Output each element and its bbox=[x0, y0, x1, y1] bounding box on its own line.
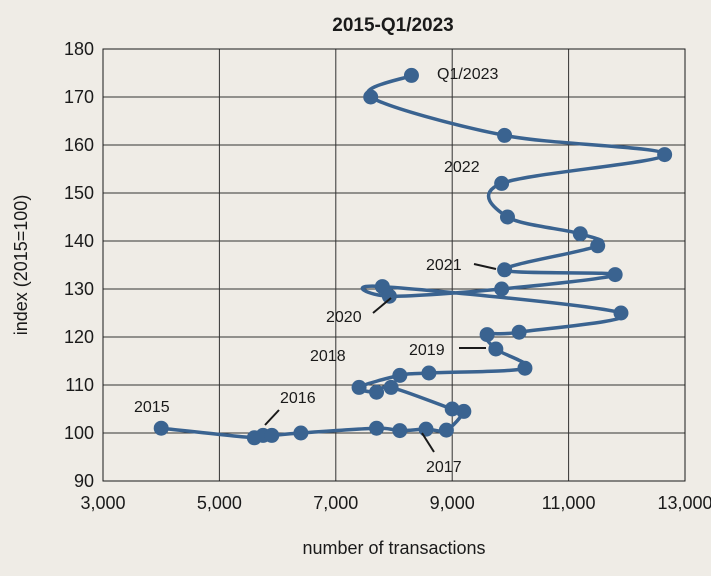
x-tick-label: 7,000 bbox=[313, 493, 358, 513]
data-point-25 bbox=[497, 262, 513, 278]
data-point-22 bbox=[381, 288, 397, 304]
y-axis-label: index (2015=100) bbox=[11, 195, 31, 336]
annotation-2021: 2021 bbox=[426, 257, 462, 274]
leader-2016 bbox=[264, 409, 280, 426]
y-axis-ticks: 90 100 110 120 130 140 150 160 170 180 bbox=[64, 39, 94, 491]
y-tick-label: 90 bbox=[74, 471, 94, 491]
data-point-32 bbox=[363, 89, 379, 105]
annotation-2022: 2022 bbox=[444, 159, 480, 176]
data-point-8 bbox=[438, 422, 454, 438]
chart-title: 2015-Q1/2023 bbox=[332, 15, 454, 36]
x-tick-label: 5,000 bbox=[197, 493, 242, 513]
data-point-14 bbox=[392, 367, 408, 383]
annotation-2017: 2017 bbox=[426, 459, 462, 476]
series-points bbox=[153, 67, 673, 446]
x-axis-ticks: 3,000 5,000 7,000 9,000 11,000 13,000 bbox=[80, 493, 711, 513]
data-point-3 bbox=[264, 427, 280, 443]
y-tick-label: 110 bbox=[65, 375, 94, 395]
data-point-20 bbox=[613, 305, 629, 321]
grid bbox=[102, 48, 686, 482]
data-point-19 bbox=[511, 324, 527, 340]
annotation-2020: 2020 bbox=[326, 309, 362, 326]
x-tick-label: 11,000 bbox=[542, 493, 596, 513]
leader-2020 bbox=[372, 297, 392, 314]
annotation-2016: 2016 bbox=[280, 390, 316, 407]
leader-2021 bbox=[473, 263, 497, 270]
plot-frame bbox=[102, 48, 686, 482]
data-point-26 bbox=[590, 238, 606, 254]
x-axis-label: number of transactions bbox=[302, 538, 485, 558]
data-point-30 bbox=[657, 147, 673, 163]
data-point-9 bbox=[456, 403, 472, 419]
data-point-6 bbox=[392, 423, 408, 439]
y-tick-label: 150 bbox=[64, 183, 94, 203]
data-point-23 bbox=[494, 281, 510, 297]
data-point-7 bbox=[418, 421, 434, 437]
data-point-24 bbox=[607, 267, 623, 283]
data-point-29 bbox=[494, 175, 510, 191]
data-point-0 bbox=[153, 420, 169, 436]
x-tick-label: 9,000 bbox=[430, 493, 475, 513]
data-point-15 bbox=[421, 365, 437, 381]
y-tick-label: 100 bbox=[64, 423, 94, 443]
y-tick-label: 160 bbox=[64, 135, 94, 155]
data-point-17 bbox=[488, 341, 504, 357]
data-point-33 bbox=[403, 67, 419, 83]
y-tick-label: 140 bbox=[64, 231, 94, 251]
annotation-q1-2023: Q1/2023 bbox=[437, 66, 498, 83]
leader-2017 bbox=[421, 432, 435, 453]
y-tick-label: 180 bbox=[64, 39, 94, 59]
data-point-10 bbox=[444, 401, 460, 417]
series-line bbox=[159, 73, 667, 440]
y-tick-label: 170 bbox=[64, 87, 94, 107]
data-point-27 bbox=[572, 226, 588, 242]
annotation-2019: 2019 bbox=[409, 342, 445, 359]
y-tick-label: 120 bbox=[64, 327, 94, 347]
data-point-18 bbox=[479, 327, 495, 343]
data-point-13 bbox=[351, 379, 367, 395]
data-point-5 bbox=[369, 420, 385, 436]
y-tick-label: 130 bbox=[64, 279, 94, 299]
data-point-31 bbox=[497, 127, 513, 143]
data-point-28 bbox=[499, 209, 515, 225]
data-point-4 bbox=[293, 425, 309, 441]
data-point-12 bbox=[369, 384, 385, 400]
data-point-11 bbox=[383, 379, 399, 395]
x-tick-label: 13,000 bbox=[657, 493, 711, 513]
annotation-2015: 2015 bbox=[134, 399, 170, 416]
annotations: 2015 2016 2017 2018 2019 2020 2021 2022 … bbox=[134, 66, 498, 476]
x-tick-label: 3,000 bbox=[80, 493, 125, 513]
data-point-16 bbox=[517, 360, 533, 376]
annotation-2018: 2018 bbox=[310, 348, 346, 365]
